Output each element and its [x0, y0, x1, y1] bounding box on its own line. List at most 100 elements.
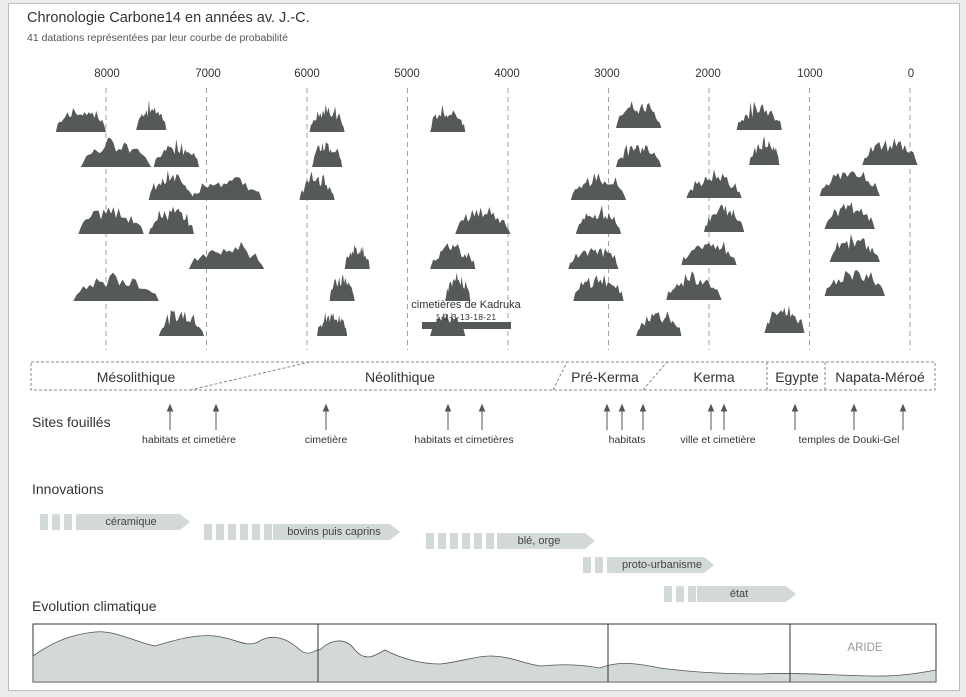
innovation-arrow — [697, 586, 796, 602]
axis-tick-2000: 2000 — [695, 68, 721, 80]
innovation-dash — [486, 533, 494, 549]
innovation-dash — [676, 586, 684, 602]
probability-curve — [616, 144, 666, 167]
probability-curve — [819, 171, 884, 196]
innovations-heading: Innovations — [32, 481, 104, 497]
climate-heading: Evolution climatique — [32, 598, 157, 614]
chart-subtitle: 41 datations représentées par leur courb… — [27, 32, 288, 44]
probability-curve — [666, 271, 726, 300]
figure-frame — [8, 3, 960, 691]
innovation-arrow — [76, 514, 190, 530]
site-label-2: cimetière — [304, 434, 348, 446]
innovation-dash — [264, 524, 272, 540]
period-pre-kerma: Pré-Kerma — [571, 369, 639, 385]
innovation-arrow — [273, 524, 400, 540]
innovation-ceramique: céramique — [105, 516, 157, 528]
aride-label: ARIDE — [847, 642, 883, 654]
period-kerma: Kerma — [693, 369, 735, 385]
innovation-etat: état — [729, 588, 749, 600]
innovation-dash — [240, 524, 248, 540]
innovation-dash — [450, 533, 458, 549]
site-label-4: habitats — [608, 434, 646, 446]
innovation-proto-urbanisme: proto-urbanisme — [621, 559, 703, 571]
innovation-dash — [607, 557, 615, 573]
axis-tick-0: 0 — [907, 68, 915, 80]
innovation-dash — [52, 514, 60, 530]
axis-tick-5000: 5000 — [394, 68, 420, 80]
site-arrow-head — [618, 403, 626, 412]
kadruka-title: cimetières de Kadruka — [411, 299, 521, 311]
innovation-dash — [426, 533, 434, 549]
probability-curve — [704, 204, 749, 232]
probability-curve — [764, 305, 809, 333]
probability-curve — [148, 206, 198, 234]
probability-curve — [686, 169, 746, 198]
innovation-dash — [252, 524, 260, 540]
probability-curve — [148, 170, 198, 200]
site-label-3: habitats et cimetières — [414, 434, 514, 446]
kadruka-bar — [422, 322, 511, 329]
sites-heading: Sites fouillés — [32, 414, 111, 430]
probability-curve — [317, 312, 352, 336]
probability-curve — [136, 99, 171, 130]
site-arrow-head — [444, 403, 452, 412]
axis-tick-7000: 7000 — [195, 68, 221, 80]
probability-curve — [681, 241, 741, 265]
probability-curve — [568, 248, 623, 269]
axis-tick-8000: 8000 — [94, 68, 120, 80]
probability-curve — [445, 272, 475, 301]
site-arrow-head — [850, 403, 858, 412]
axis-tick-1000: 1000 — [797, 68, 823, 80]
probability-curve — [188, 241, 269, 269]
probability-curve — [153, 139, 203, 167]
period-band — [30, 361, 936, 391]
innovation-dash — [40, 514, 48, 530]
probability-curve — [749, 136, 784, 165]
innovation-dash — [664, 586, 672, 602]
site-arrow-head — [899, 403, 907, 412]
axis-tick-6000: 6000 — [294, 68, 320, 80]
innovation-dash — [216, 524, 224, 540]
probability-curve — [829, 234, 884, 262]
site-arrows — [166, 403, 907, 430]
probability-curve — [430, 104, 470, 132]
site-label-5: ville et cimetière — [680, 434, 756, 446]
innovation-dash — [462, 533, 470, 549]
probability-curve — [158, 310, 208, 336]
site-arrow-head — [478, 403, 486, 412]
probability-curve — [616, 101, 666, 128]
innovation-arrows — [40, 514, 796, 602]
probability-curve — [344, 244, 374, 269]
probability-curve — [573, 274, 628, 301]
site-label-1: habitats et cimetière — [142, 434, 236, 446]
probability-curve — [78, 207, 148, 234]
probability-curve — [191, 177, 266, 200]
probability-curve — [312, 142, 347, 167]
innovation-dash — [474, 533, 482, 549]
climate-curve — [32, 631, 937, 683]
period-neolithique: Néolithique — [364, 369, 436, 385]
probability-curves — [55, 99, 922, 336]
probability-curve — [636, 311, 686, 336]
period-mesolithique: Mésolithique — [96, 369, 176, 385]
axis-tick-4000: 4000 — [494, 68, 520, 80]
probability-curve — [73, 272, 163, 301]
innovation-dash — [688, 586, 696, 602]
site-arrow-head — [791, 403, 799, 412]
site-arrow-head — [166, 403, 174, 412]
site-arrow-head — [212, 403, 220, 412]
probability-curve — [309, 104, 349, 132]
probability-curve — [575, 205, 626, 234]
innovation-dash — [595, 557, 603, 573]
probability-curve — [862, 138, 922, 165]
innovation-arrow — [497, 533, 595, 549]
period-egypte: Egypte — [775, 369, 819, 385]
axis-tick-3000: 3000 — [594, 68, 620, 80]
probability-curve — [824, 202, 879, 229]
innovation-dash — [204, 524, 212, 540]
site-arrow-head — [707, 403, 715, 412]
probability-curve — [736, 101, 786, 130]
site-arrow-head — [639, 403, 647, 412]
climate-panel — [32, 623, 937, 683]
